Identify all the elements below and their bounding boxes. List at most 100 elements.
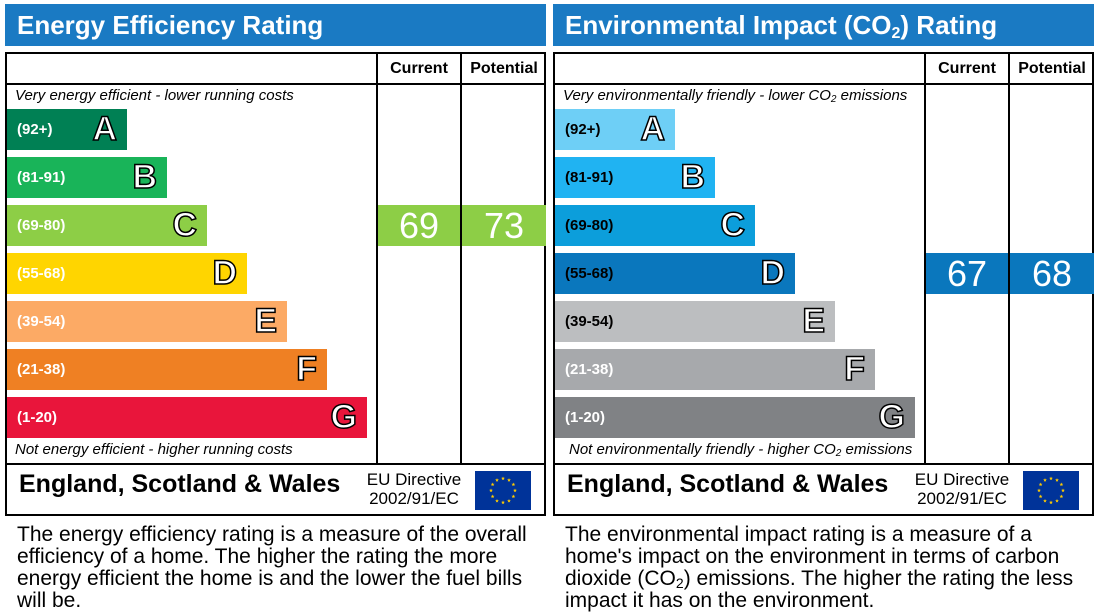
top-note: Very environmentally friendly - lower CO… — [563, 87, 908, 105]
eu-star — [489, 488, 493, 493]
eu-star — [1037, 488, 1041, 493]
band-a: (92+) A — [7, 109, 127, 150]
band-range-label: (39-54) — [17, 313, 66, 330]
eu-star — [495, 478, 499, 482]
column-divider — [1008, 54, 1010, 463]
band-letter: F — [295, 349, 317, 389]
footer-divider — [7, 463, 544, 465]
potential-header: Potential — [470, 60, 538, 77]
energy-rating-table: Current Potential Very energy efficient … — [5, 52, 546, 516]
band-g: (1-20) G — [7, 397, 367, 438]
eu-star — [507, 498, 511, 503]
eu-star — [513, 488, 517, 493]
footer-divider — [555, 463, 1092, 465]
eu-star — [511, 482, 516, 487]
current-header: Current — [938, 60, 996, 77]
eu-star — [1049, 476, 1053, 481]
energy-rating-panel: Energy Efficiency Rating Current Potenti… — [5, 4, 548, 612]
band-range-label: (69-80) — [17, 217, 66, 234]
eu-star — [1061, 488, 1065, 493]
eu-directive: EU Directive 2002/91/EC — [907, 470, 1017, 508]
band-range-label: (39-54) — [565, 313, 614, 330]
eu-star — [1059, 482, 1064, 487]
eu-star — [1049, 500, 1053, 505]
eu-star — [490, 494, 495, 499]
band-e: (39-54) E — [7, 301, 287, 342]
energy-description: The energy efficiency rating is a measur… — [17, 523, 527, 612]
region-label: England, Scotland & Wales — [567, 470, 889, 498]
directive-line-2: 2002/91/EC — [917, 489, 1007, 508]
eu-star — [1043, 498, 1047, 503]
column-divider — [924, 54, 926, 463]
eu-star — [501, 476, 505, 481]
bottom-note: Not environmentally friendly - higher CO… — [569, 441, 913, 459]
eu-directive: EU Directive 2002/91/EC — [359, 470, 469, 508]
band-letter: A — [640, 109, 666, 149]
band-g: (1-20) G — [555, 397, 915, 438]
band-range-label: (21-38) — [17, 361, 66, 378]
band-e: (39-54) E — [555, 301, 835, 342]
eu-star — [511, 494, 516, 499]
band-range-label: (1-20) — [565, 409, 606, 426]
eu-star — [490, 482, 495, 487]
current-header: Current — [390, 60, 448, 77]
band-b: (81-91) B — [7, 157, 167, 198]
eu-star — [1038, 482, 1043, 487]
band-letter: C — [720, 205, 746, 245]
eu-flag-icon — [1023, 471, 1079, 510]
directive-line-1: EU Directive — [914, 470, 1010, 489]
current-score: 69 — [378, 205, 460, 246]
bottom-note: Not energy efficient - higher running co… — [15, 441, 293, 458]
eu-flag-icon — [475, 471, 531, 510]
band-letter: A — [92, 109, 118, 149]
eu-star — [1055, 478, 1059, 482]
current-score: 67 — [926, 253, 1008, 294]
band-a: (92+) A — [555, 109, 675, 150]
environment-title: Environmental Impact (CO2) Rating — [553, 4, 1094, 46]
eu-star — [1043, 478, 1047, 482]
eu-star — [507, 478, 511, 482]
environment-rating-table: Current Potential Very environmentally f… — [553, 52, 1094, 516]
potential-score: 68 — [1010, 253, 1094, 294]
band-letter: D — [212, 253, 238, 293]
band-range-label: (69-80) — [565, 217, 614, 234]
energy-title: Energy Efficiency Rating — [5, 4, 546, 46]
environment-description: The environmental impact rating is a mea… — [565, 523, 1074, 612]
band-range-label: (92+) — [565, 121, 601, 138]
band-letter: B — [680, 157, 706, 197]
column-divider — [460, 54, 462, 463]
band-range-label: (81-91) — [17, 169, 66, 186]
directive-line-2: 2002/91/EC — [369, 489, 459, 508]
band-c: (69-80) C — [7, 205, 207, 246]
band-f: (21-38) F — [7, 349, 327, 390]
band-range-label: (92+) — [17, 121, 53, 138]
header-divider — [7, 83, 544, 85]
band-letter: G — [330, 397, 358, 437]
band-letter: F — [843, 349, 865, 389]
band-range-label: (21-38) — [565, 361, 614, 378]
band-b: (81-91) B — [555, 157, 715, 198]
band-range-label: (1-20) — [17, 409, 58, 426]
band-letter: G — [878, 397, 906, 437]
band-letter: C — [172, 205, 198, 245]
band-range-label: (55-68) — [17, 265, 66, 282]
band-letter: E — [802, 301, 826, 341]
potential-header: Potential — [1018, 60, 1086, 77]
eu-star — [501, 500, 505, 505]
top-note: Very energy efficient - lower running co… — [15, 87, 294, 104]
band-letter: E — [254, 301, 278, 341]
column-divider — [376, 54, 378, 463]
potential-score: 73 — [462, 205, 546, 246]
eu-star — [1059, 494, 1064, 499]
header-divider — [555, 83, 1092, 85]
band-range-label: (81-91) — [565, 169, 614, 186]
band-f: (21-38) F — [555, 349, 875, 390]
region-label: England, Scotland & Wales — [19, 470, 341, 498]
band-d: (55-68) D — [7, 253, 247, 294]
band-letter: D — [760, 253, 786, 293]
band-range-label: (55-68) — [565, 265, 614, 282]
eu-star — [1038, 494, 1043, 499]
eu-star — [1055, 498, 1059, 503]
eu-star — [495, 498, 499, 503]
band-letter: B — [132, 157, 158, 197]
